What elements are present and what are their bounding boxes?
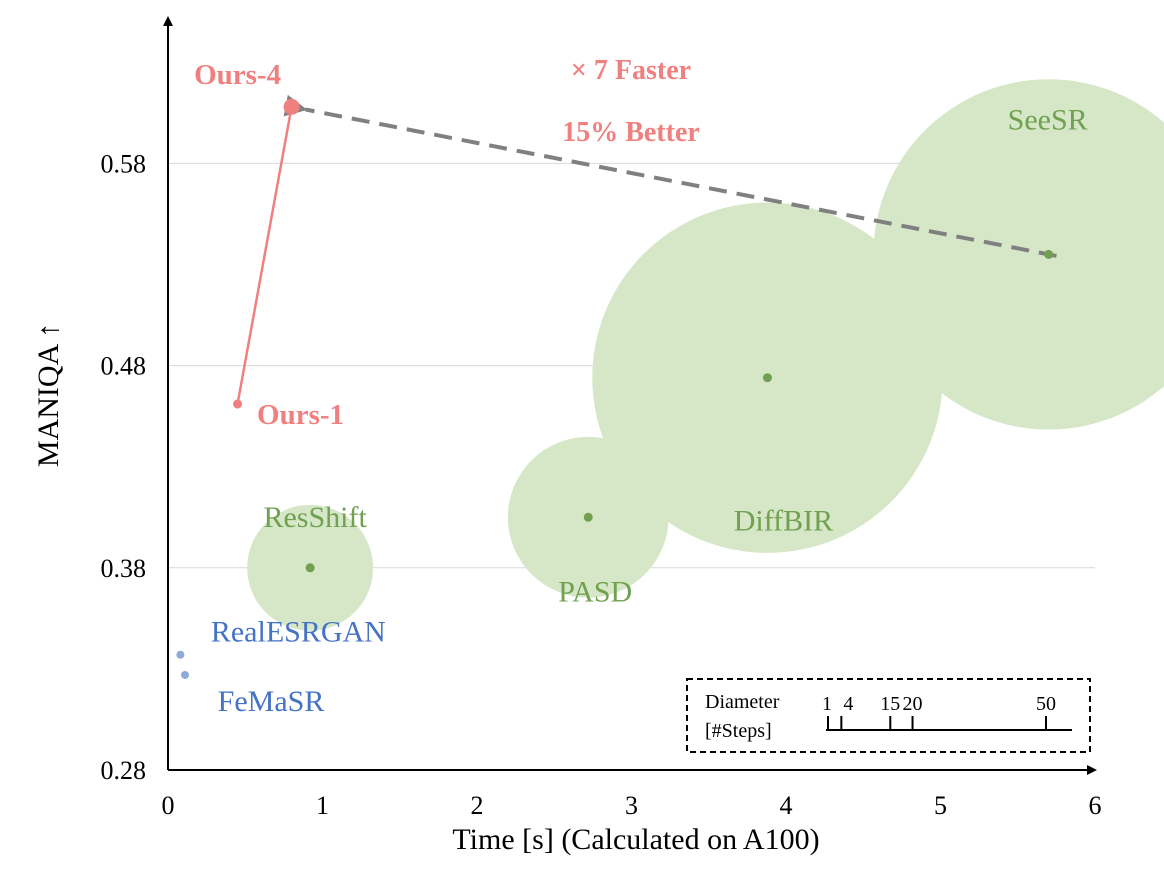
legend-box: [686, 678, 1091, 753]
label-seesr: SeeSR: [1008, 103, 1088, 136]
label-femasr: FeMaSR: [218, 685, 325, 718]
legend-tick-4: 4: [843, 693, 853, 715]
bubbles: [247, 79, 1164, 631]
legend-title-diameter: Diameter: [705, 691, 780, 713]
point-labels: Ours-1 Ours-4 ResShift PASD DiffBIR SeeSR Real…: [194, 59, 1088, 718]
legend-tick-15: 15: [880, 693, 900, 715]
point-femasr: [180, 670, 189, 679]
y-tick-0-28: 0.28: [101, 756, 147, 785]
y-axis-label: MANIQA ↑: [32, 323, 65, 467]
point-resshift: [305, 563, 315, 573]
point-diffbir: [762, 373, 772, 383]
y-tick-labels: 0.28 0.38 0.48 0.58: [101, 149, 147, 785]
label-pasd: PASD: [558, 575, 632, 608]
label-ours-4: Ours-4: [194, 59, 281, 91]
y-tick-0-58: 0.58: [101, 149, 147, 178]
point-realesrgan: [176, 650, 185, 659]
data-points: [176, 98, 1054, 679]
point-ours-1: [233, 399, 243, 409]
x-tick-0: 0: [162, 791, 175, 820]
x-tick-6: 6: [1089, 791, 1102, 820]
point-pasd: [583, 512, 593, 522]
legend-tick-20: 20: [903, 693, 923, 715]
label-diffbir: DiffBIR: [734, 505, 833, 538]
legend-ticks: 1 4 15 20 50: [822, 693, 1056, 730]
point-ours-4: [283, 98, 300, 115]
ours-line: [236, 106, 293, 405]
legend-title-steps: [#Steps]: [705, 720, 772, 742]
speedup-annotation: × 7 Faster: [571, 55, 691, 86]
legend-tick-50: 50: [1036, 693, 1056, 715]
x-tick-4: 4: [780, 791, 793, 820]
diameter-legend: Diameter [#Steps] 1 4 15 20 50: [686, 678, 1091, 753]
x-axis-label: Time [s] (Calculated on A100): [452, 823, 819, 856]
comparison-arrow: [283, 94, 1057, 258]
y-tick-0-48: 0.48: [101, 352, 147, 381]
point-seesr: [1044, 249, 1054, 259]
label-resshift: ResShift: [263, 501, 367, 534]
y-tick-0-38: 0.38: [101, 554, 147, 583]
legend-tick-1: 1: [822, 693, 832, 715]
x-tick-labels: 0 1 2 3 4 5 6: [162, 791, 1102, 820]
label-realesrgan: RealESRGAN: [211, 616, 386, 649]
x-tick-1: 1: [316, 791, 329, 820]
improvement-annotation: 15% Better: [562, 117, 700, 148]
x-tick-5: 5: [934, 791, 947, 820]
bubble-seesr: [873, 79, 1164, 430]
x-tick-3: 3: [625, 791, 638, 820]
annotation-layer: [283, 94, 1057, 258]
x-tick-2: 2: [471, 791, 484, 820]
label-ours-1: Ours-1: [257, 399, 344, 431]
